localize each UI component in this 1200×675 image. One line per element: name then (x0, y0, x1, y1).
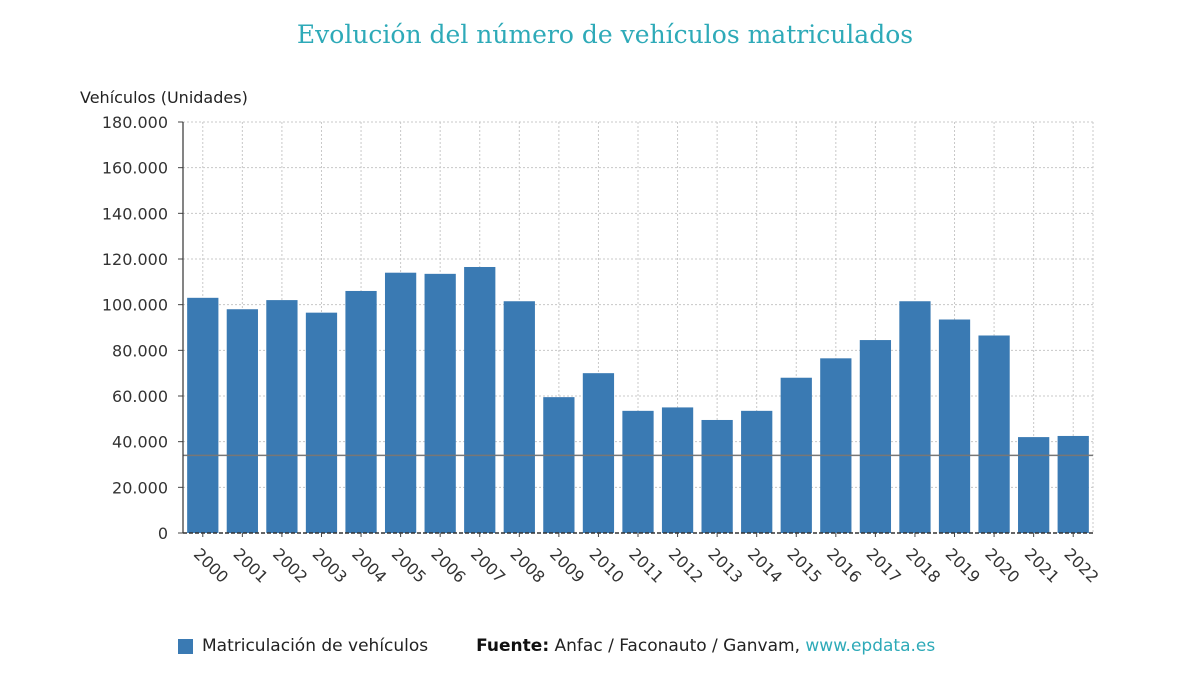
legend-label: Matriculación de vehículos (202, 636, 429, 656)
x-tick-label: 2012 (665, 544, 707, 586)
x-tick-label: 2016 (823, 544, 865, 586)
bar-2019 (938, 319, 971, 533)
bar-2020 (978, 335, 1010, 533)
bar-2021 (1018, 437, 1050, 533)
x-tick-label: 2013 (704, 544, 746, 586)
bar-2010 (582, 373, 615, 533)
y-tick-label: 180.000 (102, 113, 168, 132)
bar-2004 (345, 290, 377, 533)
bar-2001 (226, 309, 258, 533)
y-axis-label: Vehículos (Unidades) (80, 88, 248, 107)
x-tick-label: 2021 (1021, 544, 1063, 586)
x-tick-label: 2020 (981, 544, 1023, 586)
y-tick-label: 120.000 (102, 250, 168, 269)
source-link[interactable]: www.epdata.es (805, 636, 936, 656)
y-tick-label: 20.000 (112, 478, 168, 497)
source-text: Anfac / Faconauto / Ganvam, (554, 636, 800, 656)
x-tick-label: 2011 (625, 544, 667, 586)
y-tick-label: 0 (158, 524, 168, 543)
bar-2006 (424, 273, 456, 533)
legend-swatch (178, 638, 193, 654)
bar-2018 (899, 301, 931, 533)
y-tick-label: 60.000 (112, 387, 168, 406)
bar-2008 (503, 301, 535, 533)
source-label: Fuente: (476, 636, 550, 656)
bar-2017 (859, 340, 892, 533)
bar-2002 (266, 300, 298, 533)
x-tick-label: 2019 (942, 544, 984, 586)
y-tick-label: 100.000 (102, 296, 168, 315)
x-tick-label: 2015 (783, 544, 825, 586)
chart-title: Evolución del número de vehículos matric… (296, 20, 914, 49)
bar-2012 (661, 407, 694, 533)
bar-2011 (622, 410, 654, 533)
bar-2022 (1057, 435, 1089, 533)
x-tick-label: 2010 (586, 544, 628, 586)
bar-2013 (701, 419, 733, 533)
x-tick-label: 2014 (744, 544, 786, 586)
x-tick-label: 2002 (269, 544, 311, 586)
y-tick-label: 160.000 (102, 159, 168, 178)
x-tick-label: 2018 (902, 544, 944, 586)
x-tick-label: 2017 (863, 544, 905, 586)
x-tick-label: 2001 (230, 544, 272, 586)
bar-2003 (305, 312, 338, 533)
x-tick-label: 2004 (348, 544, 390, 586)
y-tick-label: 140.000 (102, 204, 168, 223)
x-tick-label: 2008 (506, 544, 548, 586)
y-tick-label: 40.000 (112, 433, 168, 452)
x-tick-label: 2006 (427, 544, 469, 586)
bar-2014 (741, 410, 773, 533)
x-tick-label: 2022 (1060, 544, 1102, 586)
source-note: Fuente: Anfac / Faconauto / Ganvam, www.… (476, 636, 935, 656)
legend: Matriculación de vehículos Fuente: Anfac… (178, 636, 935, 656)
bar-2000 (187, 297, 219, 533)
x-tick-label: 2005 (388, 544, 430, 586)
x-tick-label: 2003 (309, 544, 351, 586)
bar-2007 (464, 266, 496, 533)
x-tick-label: 2000 (190, 544, 232, 586)
bar-2016 (820, 358, 852, 533)
bar-2005 (384, 272, 417, 533)
y-tick-label: 80.000 (112, 341, 168, 360)
x-tick-label: 2009 (546, 544, 588, 586)
bar-2009 (543, 397, 575, 533)
x-tick-label: 2007 (467, 544, 509, 586)
